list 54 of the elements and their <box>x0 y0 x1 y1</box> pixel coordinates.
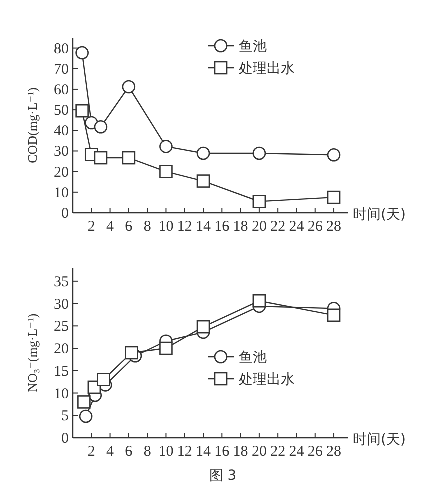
caption: 图 3 <box>209 468 237 484</box>
x-tick-label: 6 <box>125 219 134 235</box>
x-tick-label: 18 <box>233 444 248 460</box>
y-tick-label: 40 <box>54 124 69 140</box>
x-tick-label: 20 <box>252 444 267 460</box>
x-tick-label: 22 <box>270 444 286 460</box>
x-axis-title: 时间(天) <box>353 207 406 223</box>
x-tick-label: 28 <box>326 219 342 235</box>
legend-label: 处理出水 <box>239 372 295 388</box>
x-tick-label: 20 <box>252 219 267 235</box>
x-tick-label: 10 <box>158 219 174 235</box>
y-tick-label: 35 <box>54 274 69 290</box>
y-tick-label: 0 <box>62 206 69 222</box>
y-tick-label: 80 <box>54 41 69 58</box>
legend-label: 鱼池 <box>239 350 267 366</box>
y-tick-label: 30 <box>54 296 69 313</box>
x-tick-label: 4 <box>106 444 115 460</box>
y-axis-title: COD(mg·L⁻¹) <box>25 88 40 164</box>
x-tick-label: 16 <box>214 444 230 460</box>
y-tick-label: 20 <box>54 342 69 358</box>
y-tick-label: 0 <box>62 431 69 447</box>
y-axis-title: NO₃⁻(mg·L⁻¹) <box>25 314 40 392</box>
x-tick-label: 10 <box>158 444 174 460</box>
y-tick-label: 60 <box>54 82 69 98</box>
y-tick-label: 10 <box>54 185 69 202</box>
legend-label: 鱼池 <box>239 39 267 55</box>
y-tick-label: 5 <box>62 408 69 425</box>
y-tick-label: 25 <box>54 319 69 336</box>
x-tick-label: 18 <box>233 219 248 235</box>
legend-label: 处理出水 <box>239 61 295 77</box>
x-tick-label: 24 <box>289 219 305 235</box>
x-tick-label: 16 <box>214 219 230 235</box>
x-tick-label: 4 <box>106 219 115 235</box>
x-tick-label: 26 <box>308 444 324 460</box>
x-tick-label: 12 <box>177 219 192 235</box>
x-tick-label: 2 <box>88 444 96 460</box>
x-tick-label: 24 <box>289 444 305 460</box>
y-tick-label: 15 <box>54 364 69 380</box>
y-tick-label: 10 <box>54 386 69 402</box>
x-tick-label: 8 <box>144 444 152 460</box>
y-tick-label: 50 <box>54 103 69 120</box>
y-tick-label: 20 <box>54 164 69 181</box>
x-tick-label: 14 <box>196 444 212 460</box>
x-tick-label: 6 <box>125 444 134 460</box>
y-tick-label: 70 <box>54 62 69 78</box>
x-tick-label: 8 <box>144 219 152 235</box>
y-tick-label: 30 <box>54 144 69 160</box>
x-tick-label: 26 <box>308 219 324 235</box>
x-tick-label: 14 <box>196 219 212 235</box>
x-tick-label: 28 <box>326 444 342 460</box>
x-axis-title: 时间(天) <box>353 432 406 448</box>
x-tick-label: 22 <box>270 219 286 235</box>
x-tick-label: 2 <box>88 219 96 235</box>
x-tick-label: 12 <box>177 444 192 460</box>
